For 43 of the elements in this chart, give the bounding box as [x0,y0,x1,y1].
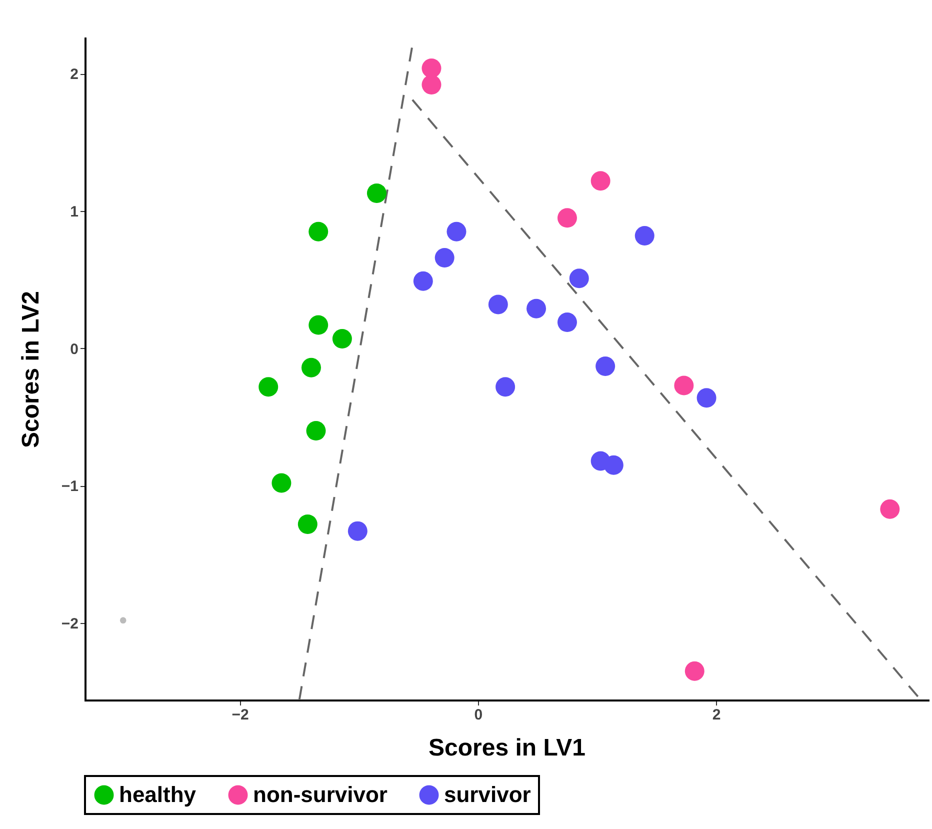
y-axis-title: Scores in LV2 [17,291,44,448]
point [590,171,610,191]
point [258,377,278,397]
point [569,268,589,288]
point [301,358,321,378]
point [684,661,704,681]
x-tick-label: 0 [474,706,483,724]
point [596,356,616,376]
point [413,271,433,291]
point [526,298,546,318]
y-tick-label: −1 [61,478,78,496]
point [422,74,442,94]
y-tick-label: 1 [70,204,78,221]
legend-label: healthy [119,782,197,807]
point [557,208,577,228]
point [496,377,516,397]
point [366,183,386,203]
point [422,58,442,78]
y-tick-label: 0 [70,340,78,358]
point [446,222,466,242]
point [308,315,328,335]
point [880,499,900,519]
point [120,617,126,624]
legend-label: non-survivor [253,782,388,807]
x-axis-title: Scores in LV1 [428,734,586,762]
x-tick-label: −2 [232,706,249,724]
x-tick-label: 2 [712,706,721,724]
point [674,376,694,396]
y-tick-label: 2 [70,66,78,84]
point [434,248,454,268]
legend-label: survivor [444,782,532,807]
point [308,222,328,242]
point [488,294,508,314]
point [332,329,352,349]
point [306,421,326,441]
point [634,226,654,246]
point [298,514,318,534]
y-tick-label: −2 [61,616,78,633]
point [557,312,577,332]
point [272,473,292,493]
point [348,521,368,541]
point [604,455,624,475]
point [696,388,716,408]
